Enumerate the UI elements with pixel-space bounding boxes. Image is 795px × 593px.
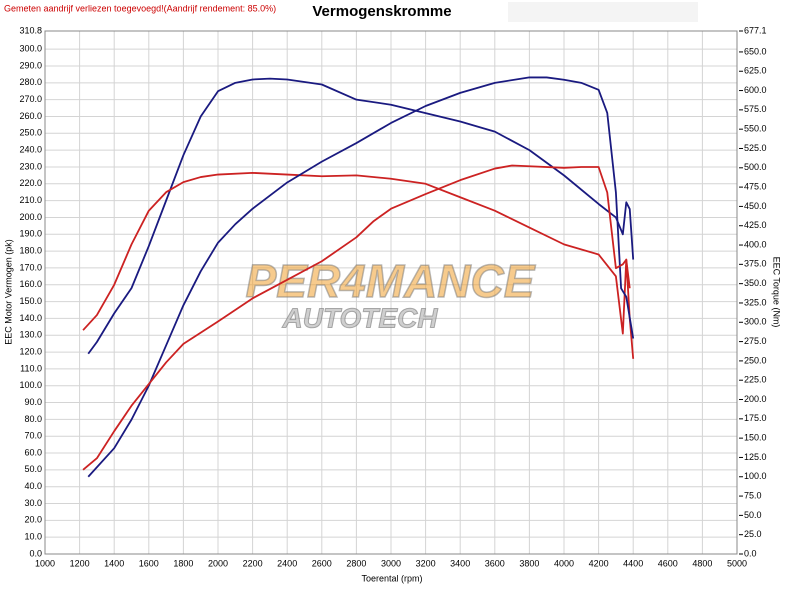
y-tick-label: 80.0 xyxy=(24,414,42,424)
y-tick-label: 180.0 xyxy=(19,245,42,255)
y2-tick-label: 75.0 xyxy=(744,490,762,500)
y-tick-label: 190.0 xyxy=(19,229,42,239)
y2-tick-label: 525.0 xyxy=(744,143,767,153)
note: Gemeten aandrijf verliezen toegevoegd!(A… xyxy=(4,3,276,13)
y2-tick-label: 200.0 xyxy=(744,394,767,404)
y-tick-label: 70.0 xyxy=(24,431,42,441)
y-tick-label: 170.0 xyxy=(19,262,42,272)
y-tick-label: 290.0 xyxy=(19,60,42,70)
y-tick-label: 20.0 xyxy=(24,515,42,525)
y2-tick-label: 300.0 xyxy=(744,317,767,327)
x-tick-label: 2800 xyxy=(346,558,366,568)
y2-tick-label: 175.0 xyxy=(744,413,767,423)
x-tick-label: 1200 xyxy=(70,558,90,568)
x-tick-label: 2200 xyxy=(243,558,263,568)
y-tick-label: 60.0 xyxy=(24,447,42,457)
y-tick-label: 130.0 xyxy=(19,330,42,340)
y-axis-label: EEC Motor Vermogen (pk) xyxy=(3,239,13,345)
y2-tick-label: 350.0 xyxy=(744,278,767,288)
y2-tick-label: 325.0 xyxy=(744,297,767,307)
y-tick-label: 110.0 xyxy=(20,363,42,373)
y-tick-label: 10.0 xyxy=(24,532,42,542)
watermark: AUTOTECH xyxy=(281,302,438,333)
x-tick-label: 2000 xyxy=(208,558,228,568)
watermark: PER4MANCE xyxy=(246,255,536,307)
y-tick-label: 270.0 xyxy=(19,94,42,104)
y-tick-label: 210.0 xyxy=(19,195,42,205)
x-tick-label: 2600 xyxy=(312,558,332,568)
x-tick-label: 3000 xyxy=(381,558,401,568)
x-tick-label: 5000 xyxy=(727,558,747,568)
x-tick-label: 1600 xyxy=(139,558,159,568)
y2-tick-label: 550.0 xyxy=(744,124,767,134)
y2-tick-label: 500.0 xyxy=(744,162,767,172)
x-axis-label: Toerental (rpm) xyxy=(361,573,422,583)
x-tick-label: 1400 xyxy=(104,558,124,568)
y2-tick-label: 100.0 xyxy=(744,471,767,481)
y2-tick-label: 125.0 xyxy=(744,452,767,462)
y2-tick-label: 650.0 xyxy=(744,46,767,56)
y2-axis-label: EEC Torque (Nm) xyxy=(772,257,782,328)
x-tick-label: 2400 xyxy=(277,558,297,568)
y2-tick-label: 150.0 xyxy=(744,433,767,443)
y-tick-label: 310.8 xyxy=(19,25,42,35)
y2-tick-label: 50.0 xyxy=(744,510,762,520)
y2-tick-label: 600.0 xyxy=(744,85,767,95)
y2-tick-label: 625.0 xyxy=(744,66,767,76)
y-tick-label: 30.0 xyxy=(24,498,42,508)
y-tick-label: 230.0 xyxy=(19,161,42,171)
y-tick-label: 200.0 xyxy=(19,212,42,222)
y2-tick-label: 275.0 xyxy=(744,336,767,346)
y2-tick-label: 225.0 xyxy=(744,375,767,385)
y-tick-label: 140.0 xyxy=(19,313,42,323)
y2-tick-label: 375.0 xyxy=(744,259,767,269)
x-tick-label: 4000 xyxy=(554,558,574,568)
y-tick-label: 150.0 xyxy=(19,296,42,306)
y2-tick-label: 400.0 xyxy=(744,239,767,249)
x-tick-label: 4400 xyxy=(623,558,643,568)
y2-tick-label: 250.0 xyxy=(744,355,767,365)
x-tick-label: 1800 xyxy=(173,558,193,568)
x-tick-label: 4600 xyxy=(658,558,678,568)
y-tick-label: 280.0 xyxy=(19,77,42,87)
x-tick-label: 1000 xyxy=(35,558,55,568)
y-tick-label: 220.0 xyxy=(19,178,42,188)
x-tick-label: 4800 xyxy=(692,558,712,568)
y-tick-label: 0.0 xyxy=(29,548,42,558)
y-tick-label: 250.0 xyxy=(19,128,42,138)
line-series xyxy=(82,164,631,471)
y-tick-label: 100.0 xyxy=(19,380,42,390)
y-tick-label: 260.0 xyxy=(19,111,42,121)
y-tick-label: 160.0 xyxy=(19,279,42,289)
x-tick-label: 3800 xyxy=(519,558,539,568)
line-series xyxy=(87,76,635,478)
y2-tick-label: 475.0 xyxy=(744,181,767,191)
y-tick-label: 50.0 xyxy=(24,464,42,474)
y2-tick-label: 0.0 xyxy=(744,548,757,558)
x-tick-label: 4200 xyxy=(589,558,609,568)
y-tick-label: 40.0 xyxy=(24,481,42,491)
y2-tick-label: 25.0 xyxy=(744,529,762,539)
x-tick-label: 3200 xyxy=(416,558,436,568)
plot-frame xyxy=(44,30,738,555)
chart-title: Vermogenskromme xyxy=(312,3,451,20)
y2-tick-label: 677.1 xyxy=(744,25,767,35)
y2-tick-label: 575.0 xyxy=(744,104,767,114)
y2-tick-label: 425.0 xyxy=(744,220,767,230)
y-tick-label: 300.0 xyxy=(19,44,42,54)
y-tick-label: 90.0 xyxy=(24,397,42,407)
y-tick-label: 240.0 xyxy=(19,145,42,155)
header-box xyxy=(508,2,698,22)
y-tick-label: 120.0 xyxy=(19,346,42,356)
x-tick-label: 3400 xyxy=(450,558,470,568)
x-tick-label: 3600 xyxy=(485,558,505,568)
line-series xyxy=(82,171,635,359)
y2-tick-label: 450.0 xyxy=(744,201,767,211)
